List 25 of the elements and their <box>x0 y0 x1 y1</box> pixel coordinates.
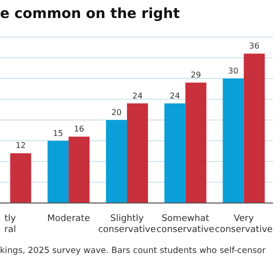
x-tick-label: tly ral <box>4 214 17 235</box>
data-label: 24 <box>132 91 143 100</box>
data-label: 20 <box>111 108 122 117</box>
data-label: 29 <box>190 70 201 80</box>
data-label: 36 <box>249 42 260 51</box>
chart-title: e common on the right <box>0 6 180 22</box>
bar <box>185 82 206 203</box>
bar <box>68 136 90 203</box>
bar <box>222 78 244 203</box>
bar <box>164 103 186 203</box>
data-label: 12 <box>16 141 26 150</box>
bar <box>106 120 127 203</box>
bar <box>126 103 148 203</box>
x-tick-label: Somewhat conservative <box>156 214 215 235</box>
data-label: 16 <box>74 124 84 134</box>
data-label: 24 <box>170 91 180 100</box>
x-tick-label: Moderate <box>47 214 90 224</box>
data-label: 15 <box>52 128 64 138</box>
bar <box>10 153 32 203</box>
x-tick-label: Slightly conservative <box>98 214 156 235</box>
bar <box>48 140 69 203</box>
x-tick-label: Very conservative <box>214 214 274 235</box>
bar <box>244 54 265 203</box>
data-label: 30 <box>228 66 238 76</box>
text: kings, 2025 survey wave. Bars count students who self-censor <box>0 246 266 256</box>
